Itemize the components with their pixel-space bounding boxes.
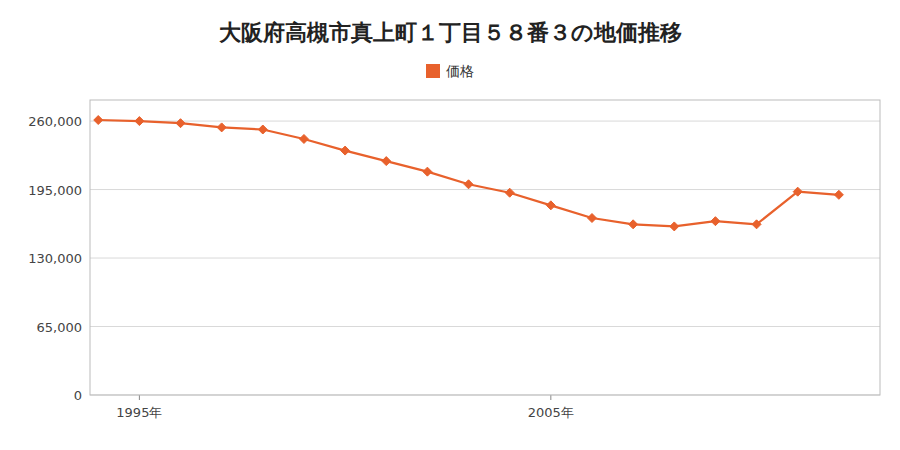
marker: [752, 220, 761, 229]
marker: [176, 119, 185, 128]
chart: 大阪府高槻市真上町１丁目５８番３の地価推移価格 0 65,000 130,000 195…: [0, 0, 900, 450]
x-tick: [550, 395, 551, 400]
marker: [587, 214, 596, 223]
x-tick: [139, 395, 140, 400]
marker: [382, 157, 391, 166]
title: 大阪府高槻市真上町１丁目５８番３の地価推移: [219, 20, 682, 45]
y-tick-label: 65,000: [37, 320, 83, 335]
plot-area: [94, 116, 844, 231]
plot-frame: [90, 100, 880, 395]
grid-line: [90, 258, 880, 259]
marker: [341, 146, 350, 155]
y-tick-label: 0: [74, 388, 82, 403]
marker: [629, 220, 638, 229]
marker: [464, 180, 473, 189]
x-tick-label: 2005年: [528, 405, 574, 420]
marker: [793, 187, 802, 196]
marker: [711, 217, 720, 226]
marker: [135, 117, 144, 126]
legend-swatch: [426, 64, 440, 78]
marker: [258, 125, 267, 134]
legend: 価格: [426, 63, 474, 79]
x-tick-label: 1995年: [116, 405, 162, 420]
marker: [546, 201, 555, 210]
y-tick-label: 130,000: [28, 251, 82, 266]
marker: [423, 167, 432, 176]
grid-line: [90, 189, 880, 190]
line: [98, 120, 839, 226]
marker: [670, 222, 679, 231]
grid-line: [90, 326, 880, 327]
marker: [505, 188, 514, 197]
marker: [217, 123, 226, 132]
grid-line: [90, 121, 880, 122]
legend-label: 価格: [446, 63, 474, 79]
marker: [94, 116, 103, 125]
y-tick-label: 260,000: [28, 114, 82, 129]
marker: [834, 190, 843, 199]
axes: 0 65,000 130,000 195,000 260,000 1995年 2005年: [28, 100, 880, 420]
marker: [299, 134, 308, 143]
y-tick-label: 195,000: [28, 183, 82, 198]
